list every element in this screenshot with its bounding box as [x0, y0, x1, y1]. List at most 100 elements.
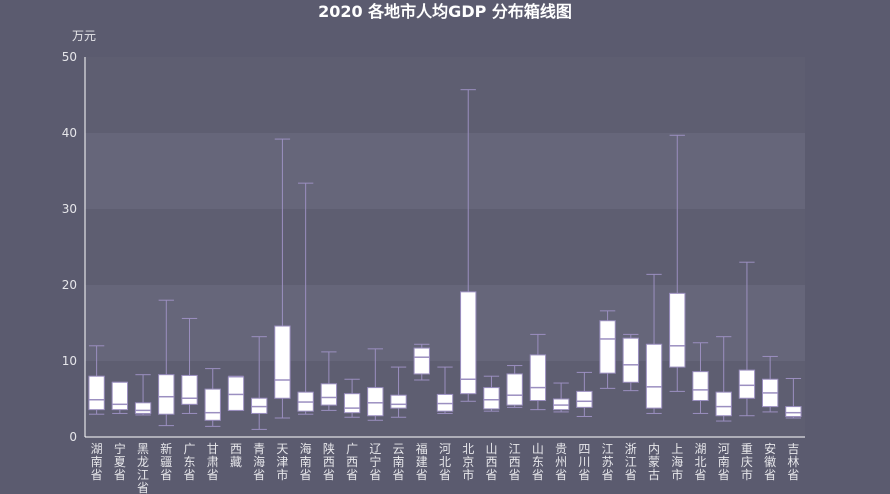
- y-tick-label: 30: [62, 202, 77, 216]
- iqr-box: [785, 406, 802, 417]
- x-tick-label: 湖南省: [91, 441, 103, 482]
- box-item: [692, 342, 709, 414]
- box-item: [274, 138, 291, 419]
- iqr-box: [413, 347, 430, 375]
- box-item: [761, 355, 779, 413]
- iqr-box: [204, 388, 221, 421]
- box-item: [88, 345, 105, 415]
- box-item: [181, 317, 198, 414]
- x-tick-label: 辽宁省: [369, 442, 381, 482]
- x-tick-label: 福建省: [416, 441, 428, 482]
- iqr-box: [692, 371, 709, 402]
- y-tick-label: 20: [62, 278, 77, 292]
- iqr-box: [134, 402, 152, 414]
- box-item: [529, 333, 547, 411]
- x-tick-label: 贵州省: [555, 442, 567, 482]
- box-item: [599, 310, 616, 389]
- grid-band: [85, 209, 805, 285]
- iqr-box: [599, 320, 616, 374]
- box-item: [460, 89, 477, 402]
- x-tick-label: 广东省: [184, 442, 196, 482]
- iqr-box: [227, 376, 245, 411]
- x-tick-label: 山东省: [532, 442, 544, 482]
- iqr-box: [529, 354, 547, 402]
- iqr-box: [274, 325, 291, 399]
- x-tick-label: 宁夏省: [114, 441, 126, 482]
- x-axis-ticks: 湖南省宁夏省黑龙江省新疆省广东省甘肃省西藏青海省天津市海南省陕西省广西省辽宁省云…: [91, 441, 800, 494]
- x-tick-label: 吉林省: [787, 442, 799, 482]
- y-tick-label: 50: [62, 50, 77, 64]
- box-item: [227, 375, 245, 411]
- x-tick-label: 陕西省: [323, 441, 335, 482]
- iqr-box: [576, 390, 593, 408]
- box-item: [297, 182, 314, 415]
- iqr-box: [158, 374, 175, 415]
- x-tick-label: 新疆省: [160, 441, 172, 482]
- box-series: [88, 89, 802, 430]
- y-tick-label: 10: [62, 354, 77, 368]
- box-item: [645, 273, 663, 414]
- box-item: [622, 333, 639, 392]
- x-tick-label: 重庆市: [741, 442, 753, 482]
- iqr-box: [552, 398, 570, 411]
- iqr-box: [460, 291, 477, 395]
- x-tick-label: 四川省: [578, 442, 590, 482]
- x-tick-label: 河北省: [439, 442, 451, 482]
- box-item: [738, 261, 756, 417]
- iqr-box: [367, 387, 384, 417]
- y-axis-unit: 万元: [72, 29, 96, 43]
- grid-band: [85, 133, 805, 209]
- x-tick-label: 广西省: [346, 442, 358, 482]
- box-item: [576, 371, 593, 417]
- x-tick-label: 青海省: [253, 442, 265, 482]
- x-tick-label: 安徽省: [764, 441, 776, 482]
- box-item: [134, 374, 152, 416]
- iqr-box: [251, 397, 268, 414]
- box-item: [436, 366, 454, 414]
- iqr-box: [622, 337, 639, 383]
- y-axis-ticks: 0 10 20 30 40 50: [62, 50, 77, 444]
- y-tick-label: 0: [69, 430, 77, 444]
- iqr-box: [320, 383, 338, 406]
- grid-band: [85, 285, 805, 361]
- x-tick-label: 江西省: [509, 442, 521, 482]
- chart-title: 2020 各地市人均GDP 分布箱线图: [318, 2, 572, 21]
- box-item: [204, 368, 221, 427]
- box-item: [506, 365, 523, 408]
- iqr-box: [715, 391, 732, 417]
- iqr-box: [669, 292, 686, 368]
- box-item: [390, 366, 407, 418]
- x-tick-label: 上海市: [671, 442, 683, 482]
- grid-band: [85, 57, 805, 133]
- box-item: [715, 336, 732, 422]
- box-item: [483, 375, 500, 412]
- x-tick-label: 西藏: [230, 442, 242, 469]
- x-tick-label: 山西省: [485, 442, 497, 482]
- x-tick-label: 内蒙古: [648, 442, 660, 482]
- x-tick-label: 河南省: [718, 442, 730, 482]
- x-tick-label: 甘肃省: [207, 442, 219, 482]
- iqr-box: [645, 343, 663, 409]
- iqr-box: [738, 369, 756, 399]
- iqr-box: [181, 374, 198, 405]
- box-item: [158, 299, 175, 427]
- box-item: [367, 348, 384, 421]
- x-tick-label: 浙江省: [625, 442, 637, 482]
- x-tick-label: 北京市: [462, 442, 474, 482]
- box-item: [669, 134, 686, 392]
- box-item: [343, 378, 361, 418]
- x-tick-label: 湖北省: [694, 441, 706, 482]
- x-tick-label: 海南省: [300, 441, 312, 482]
- box-item: [552, 382, 570, 413]
- y-tick-label: 40: [62, 126, 77, 140]
- axes: [84, 57, 805, 438]
- iqr-box: [343, 393, 361, 414]
- x-tick-label: 江苏省: [602, 442, 614, 482]
- iqr-box: [111, 381, 129, 411]
- iqr-box: [88, 375, 105, 411]
- iqr-box: [483, 387, 500, 410]
- box-item: [413, 343, 430, 381]
- box-item: [785, 377, 802, 419]
- box-item: [320, 351, 338, 411]
